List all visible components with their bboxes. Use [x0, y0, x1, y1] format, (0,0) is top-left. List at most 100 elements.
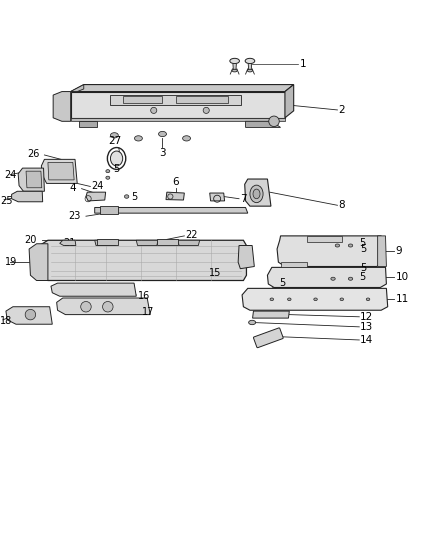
Ellipse shape [250, 185, 263, 203]
Ellipse shape [124, 195, 129, 198]
Polygon shape [60, 240, 76, 246]
Polygon shape [86, 192, 106, 201]
Text: 1: 1 [299, 59, 306, 69]
Ellipse shape [110, 133, 118, 138]
Polygon shape [268, 268, 386, 287]
Text: 18: 18 [0, 316, 12, 326]
Polygon shape [79, 122, 97, 127]
Text: 6: 6 [172, 177, 179, 187]
Polygon shape [95, 207, 248, 213]
Polygon shape [71, 92, 285, 118]
Text: 21: 21 [64, 238, 76, 248]
Polygon shape [29, 244, 48, 280]
Text: 3: 3 [159, 148, 166, 158]
Ellipse shape [110, 151, 123, 166]
Polygon shape [136, 240, 158, 246]
Circle shape [102, 302, 113, 312]
Text: 15: 15 [209, 268, 222, 278]
Text: 12: 12 [360, 312, 374, 322]
Polygon shape [248, 63, 252, 70]
Polygon shape [6, 306, 52, 324]
Polygon shape [123, 96, 162, 103]
Polygon shape [277, 236, 383, 266]
Polygon shape [12, 191, 42, 202]
Polygon shape [51, 283, 136, 296]
Polygon shape [242, 288, 388, 310]
Text: 5: 5 [131, 192, 137, 203]
Polygon shape [246, 122, 281, 127]
Text: 24: 24 [4, 169, 17, 180]
Text: 9: 9 [396, 246, 402, 256]
Text: 24: 24 [91, 181, 103, 191]
Ellipse shape [314, 298, 317, 301]
Polygon shape [178, 240, 200, 246]
Text: 13: 13 [360, 322, 374, 332]
Ellipse shape [253, 189, 260, 199]
Polygon shape [18, 168, 44, 191]
Circle shape [151, 107, 157, 114]
Text: 27: 27 [108, 136, 121, 146]
Text: 4: 4 [70, 183, 76, 193]
Polygon shape [210, 193, 225, 201]
Circle shape [203, 107, 209, 114]
Polygon shape [57, 298, 150, 314]
Polygon shape [41, 240, 247, 280]
Text: 5: 5 [359, 238, 366, 248]
Polygon shape [53, 92, 71, 122]
Text: 16: 16 [138, 291, 150, 301]
Polygon shape [100, 206, 118, 214]
Text: 17: 17 [141, 307, 154, 317]
Text: 14: 14 [360, 335, 374, 345]
Circle shape [81, 302, 91, 312]
Polygon shape [282, 262, 307, 266]
Text: 5: 5 [113, 164, 120, 174]
Text: 2: 2 [339, 105, 345, 115]
Ellipse shape [331, 277, 335, 280]
Text: 11: 11 [396, 294, 409, 304]
Text: 5: 5 [360, 244, 367, 254]
Ellipse shape [183, 136, 191, 141]
Polygon shape [71, 85, 294, 92]
Text: 5: 5 [360, 263, 367, 273]
Ellipse shape [335, 244, 339, 247]
Polygon shape [233, 63, 237, 70]
Text: 26: 26 [27, 149, 39, 159]
Polygon shape [157, 239, 178, 245]
Polygon shape [245, 179, 271, 206]
Ellipse shape [159, 131, 166, 136]
Circle shape [25, 309, 35, 320]
Text: 5: 5 [359, 271, 366, 281]
FancyBboxPatch shape [254, 328, 283, 348]
Text: 19: 19 [5, 257, 18, 267]
Text: 7: 7 [240, 193, 247, 204]
Ellipse shape [340, 298, 343, 301]
Polygon shape [176, 96, 228, 103]
Polygon shape [307, 236, 342, 243]
Ellipse shape [106, 176, 110, 179]
Ellipse shape [247, 69, 253, 72]
Ellipse shape [348, 244, 353, 247]
Text: 20: 20 [24, 235, 36, 245]
Polygon shape [285, 85, 294, 118]
Ellipse shape [230, 58, 240, 63]
Polygon shape [238, 246, 254, 269]
Text: 23: 23 [68, 211, 80, 221]
Polygon shape [71, 118, 285, 122]
Circle shape [269, 116, 279, 126]
Text: 10: 10 [396, 272, 409, 282]
Polygon shape [48, 163, 74, 180]
Text: 25: 25 [0, 196, 12, 206]
Ellipse shape [106, 169, 110, 173]
Polygon shape [253, 311, 290, 318]
Text: 5: 5 [279, 278, 286, 288]
Polygon shape [41, 159, 77, 183]
Text: 8: 8 [339, 200, 345, 211]
Ellipse shape [245, 58, 255, 63]
Polygon shape [26, 171, 42, 188]
Ellipse shape [348, 277, 353, 280]
Polygon shape [110, 95, 241, 104]
Polygon shape [95, 240, 117, 246]
Ellipse shape [270, 298, 274, 301]
Polygon shape [378, 236, 386, 266]
Ellipse shape [232, 69, 237, 72]
